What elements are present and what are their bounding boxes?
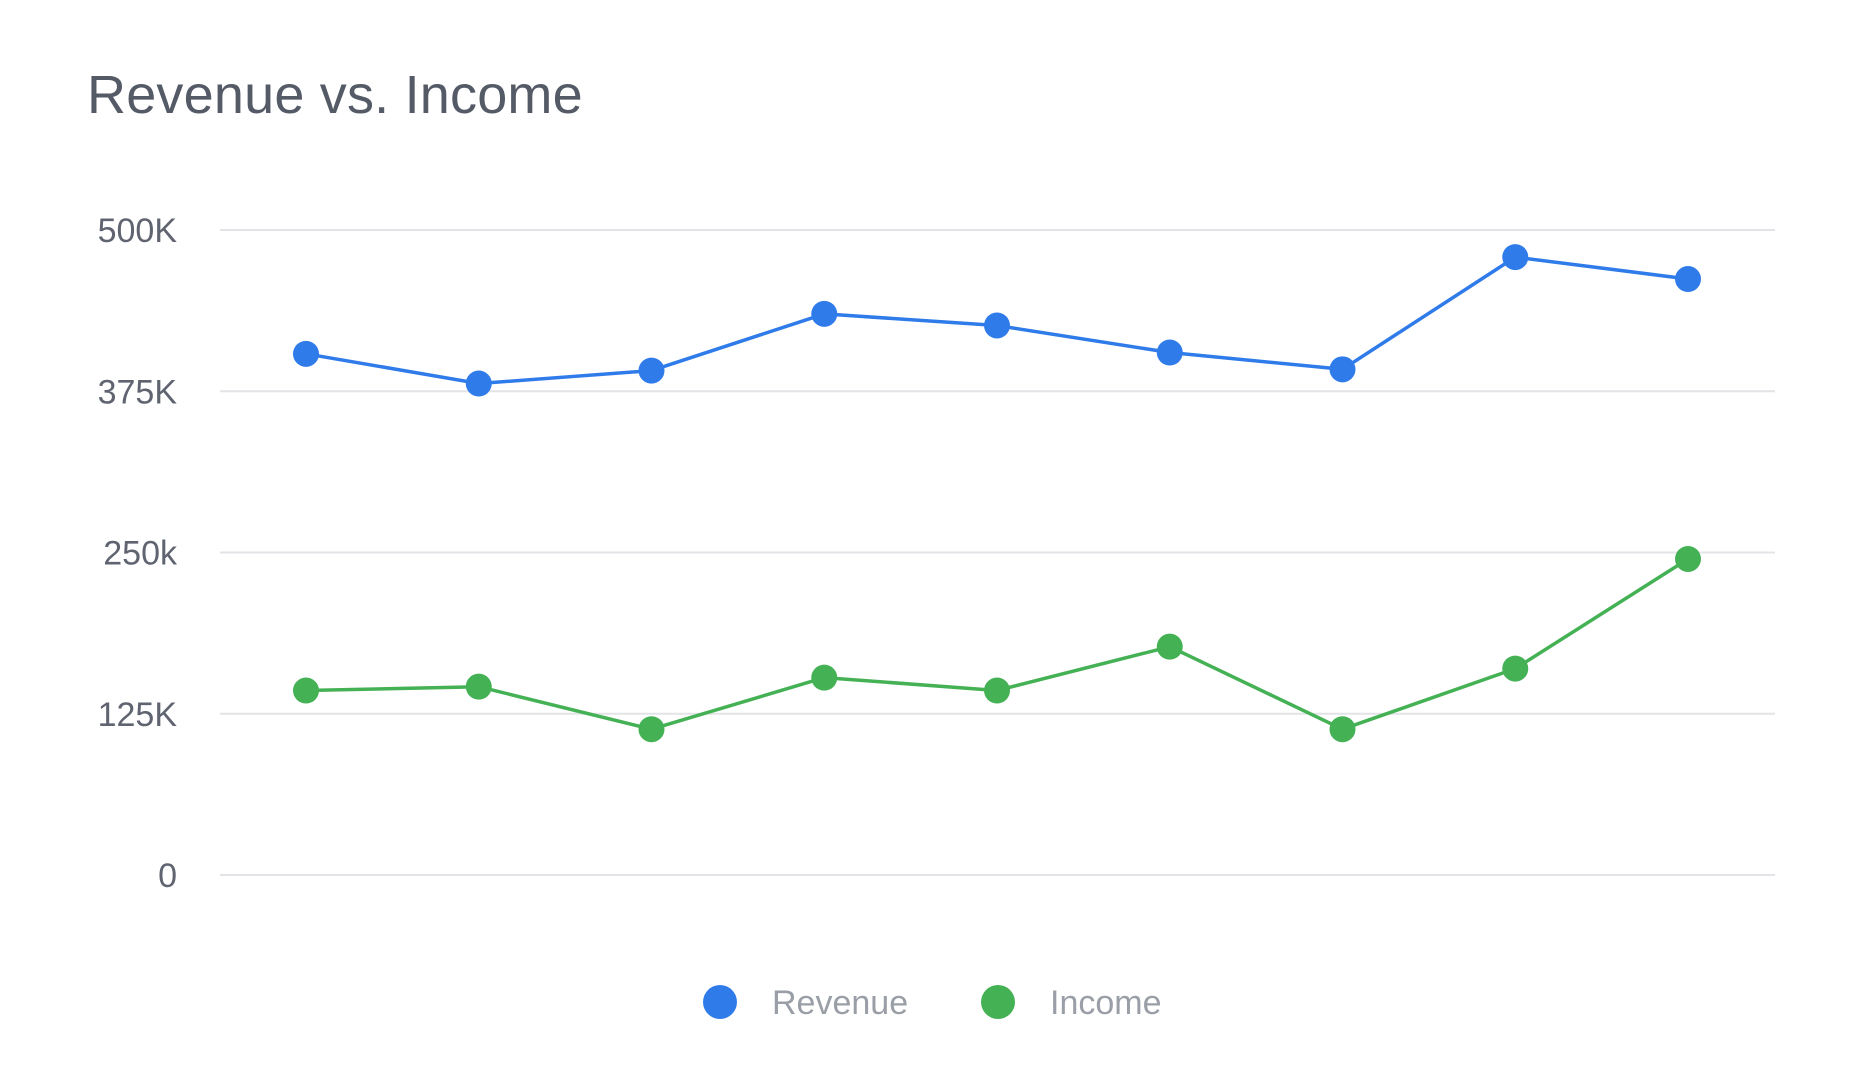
chart-title: Revenue vs. Income bbox=[87, 65, 583, 125]
legend-label: Revenue bbox=[772, 984, 908, 1022]
data-point-revenue[interactable] bbox=[1156, 339, 1183, 366]
data-point-revenue[interactable] bbox=[293, 340, 319, 367]
data-point-income[interactable] bbox=[293, 677, 319, 704]
data-point-revenue[interactable] bbox=[1502, 244, 1529, 271]
data-point-income[interactable] bbox=[638, 716, 665, 743]
y-axis-tick-labels: 0 125K 250k 375K 500K bbox=[98, 212, 178, 895]
data-point-income[interactable] bbox=[811, 664, 838, 691]
data-point-income[interactable] bbox=[1329, 716, 1356, 743]
data-point-revenue[interactable] bbox=[811, 300, 838, 327]
data-point-revenue[interactable] bbox=[465, 370, 492, 397]
series-income bbox=[293, 545, 1701, 743]
y-tick-label: 125K bbox=[98, 696, 178, 734]
legend-item-income[interactable]: Income bbox=[981, 984, 1162, 1022]
series-group bbox=[293, 244, 1701, 743]
legend-label: Income bbox=[1050, 984, 1162, 1022]
legend-item-revenue[interactable]: Revenue bbox=[703, 984, 908, 1022]
data-point-income[interactable] bbox=[465, 673, 492, 700]
data-point-income[interactable] bbox=[1156, 633, 1183, 660]
series-line-income bbox=[304, 557, 1690, 731]
legend-marker-icon bbox=[703, 985, 737, 1019]
series-revenue bbox=[293, 244, 1701, 397]
legend: Revenue Income bbox=[703, 984, 1162, 1022]
data-point-revenue[interactable] bbox=[984, 312, 1010, 339]
data-point-income[interactable] bbox=[1502, 655, 1529, 682]
data-point-revenue[interactable] bbox=[1329, 356, 1356, 383]
y-tick-label: 0 bbox=[158, 857, 177, 895]
y-tick-label: 250k bbox=[103, 535, 178, 573]
data-point-income[interactable] bbox=[1675, 545, 1701, 572]
data-point-income[interactable] bbox=[984, 677, 1010, 704]
data-point-revenue[interactable] bbox=[1675, 266, 1701, 293]
y-tick-label: 375K bbox=[98, 373, 178, 411]
legend-marker-icon bbox=[981, 985, 1015, 1019]
data-point-revenue[interactable] bbox=[638, 357, 665, 384]
y-tick-label: 500K bbox=[98, 212, 178, 250]
